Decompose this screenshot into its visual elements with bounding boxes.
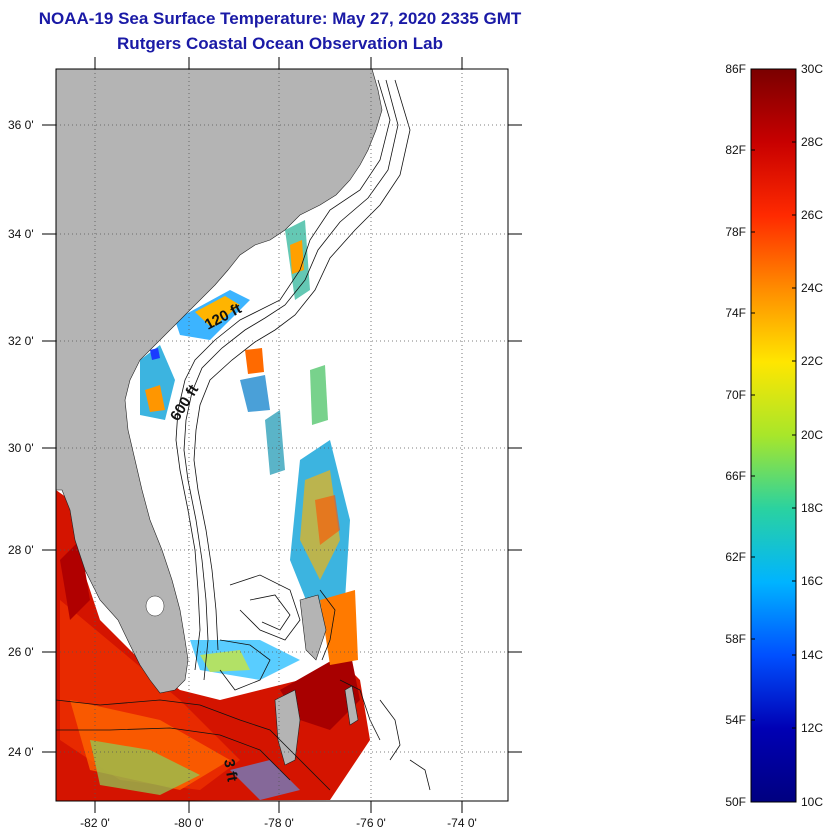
lat-label-30: 30 0' bbox=[8, 441, 34, 455]
cb-label-16C: 16C bbox=[801, 574, 823, 588]
cb-label-26C: 26C bbox=[801, 208, 823, 222]
contour-label-3ft: 3 ft bbox=[220, 758, 241, 783]
map-frame bbox=[55, 68, 509, 802]
cb-label-14C: 14C bbox=[801, 648, 823, 662]
cb-label-86F: 86F bbox=[725, 62, 746, 76]
land-mainland bbox=[56, 69, 383, 694]
sst-swath-east bbox=[240, 348, 358, 665]
title-line-2: Rutgers Coastal Ocean Observation Lab bbox=[117, 34, 443, 53]
lake-okeechobee bbox=[145, 595, 165, 617]
cb-label-30C: 30C bbox=[801, 62, 823, 76]
colorbar-celsius-labels: 30C 28C 26C 24C 22C 20C 18C 16C 14C 12C … bbox=[801, 62, 823, 809]
graticule bbox=[56, 69, 508, 801]
colorbar bbox=[750, 68, 797, 803]
cb-label-28C: 28C bbox=[801, 135, 823, 149]
cb-label-50F: 50F bbox=[725, 795, 746, 809]
cb-label-78F: 78F bbox=[725, 225, 746, 239]
colorbar-ticks bbox=[751, 141, 796, 729]
colorbar-fahrenheit-labels: 86F 82F 78F 74F 70F 66F 62F 58F 54F 50F bbox=[725, 62, 746, 809]
cb-label-70F: 70F bbox=[725, 388, 746, 402]
cb-label-24C: 24C bbox=[801, 281, 823, 295]
lat-label-34: 34 0' bbox=[8, 227, 34, 241]
lon-label-74: -74 0' bbox=[447, 816, 477, 830]
lon-label-76: -76 0' bbox=[356, 816, 386, 830]
lat-label-36: 36 0' bbox=[8, 118, 34, 132]
cb-label-82F: 82F bbox=[725, 143, 746, 157]
axis-ticks bbox=[42, 57, 522, 813]
cb-label-12C: 12C bbox=[801, 721, 823, 735]
cb-label-18C: 18C bbox=[801, 501, 823, 515]
land-island-abaco bbox=[299, 594, 327, 661]
bathymetry-contours bbox=[56, 79, 431, 791]
lon-label-78: -78 0' bbox=[264, 816, 294, 830]
cb-label-54F: 54F bbox=[725, 713, 746, 727]
longitude-labels: -82 0' -80 0' -78 0' -76 0' -74 0' bbox=[80, 816, 477, 830]
land-island-andros bbox=[274, 689, 301, 766]
title-line-1: NOAA-19 Sea Surface Temperature: May 27,… bbox=[38, 9, 522, 28]
cb-label-58F: 58F bbox=[725, 632, 746, 646]
cb-label-66F: 66F bbox=[725, 469, 746, 483]
map-area: 120 ft 600 ft 3 ft bbox=[56, 69, 508, 801]
latitude-labels: 36 0' 34 0' 32 0' 30 0' 28 0' 26 0' 24 0… bbox=[8, 118, 34, 759]
lat-label-28: 28 0' bbox=[8, 543, 34, 557]
cb-label-62F: 62F bbox=[725, 550, 746, 564]
cb-label-10C: 10C bbox=[801, 795, 823, 809]
lon-label-82: -82 0' bbox=[80, 816, 110, 830]
cb-label-22C: 22C bbox=[801, 354, 823, 368]
lat-label-32: 32 0' bbox=[8, 334, 34, 348]
lat-label-24: 24 0' bbox=[8, 745, 34, 759]
cb-label-20C: 20C bbox=[801, 428, 823, 442]
land-island-eleuthera bbox=[344, 685, 359, 726]
cb-label-74F: 74F bbox=[725, 306, 746, 320]
lon-label-80: -80 0' bbox=[174, 816, 204, 830]
lat-label-26: 26 0' bbox=[8, 645, 34, 659]
